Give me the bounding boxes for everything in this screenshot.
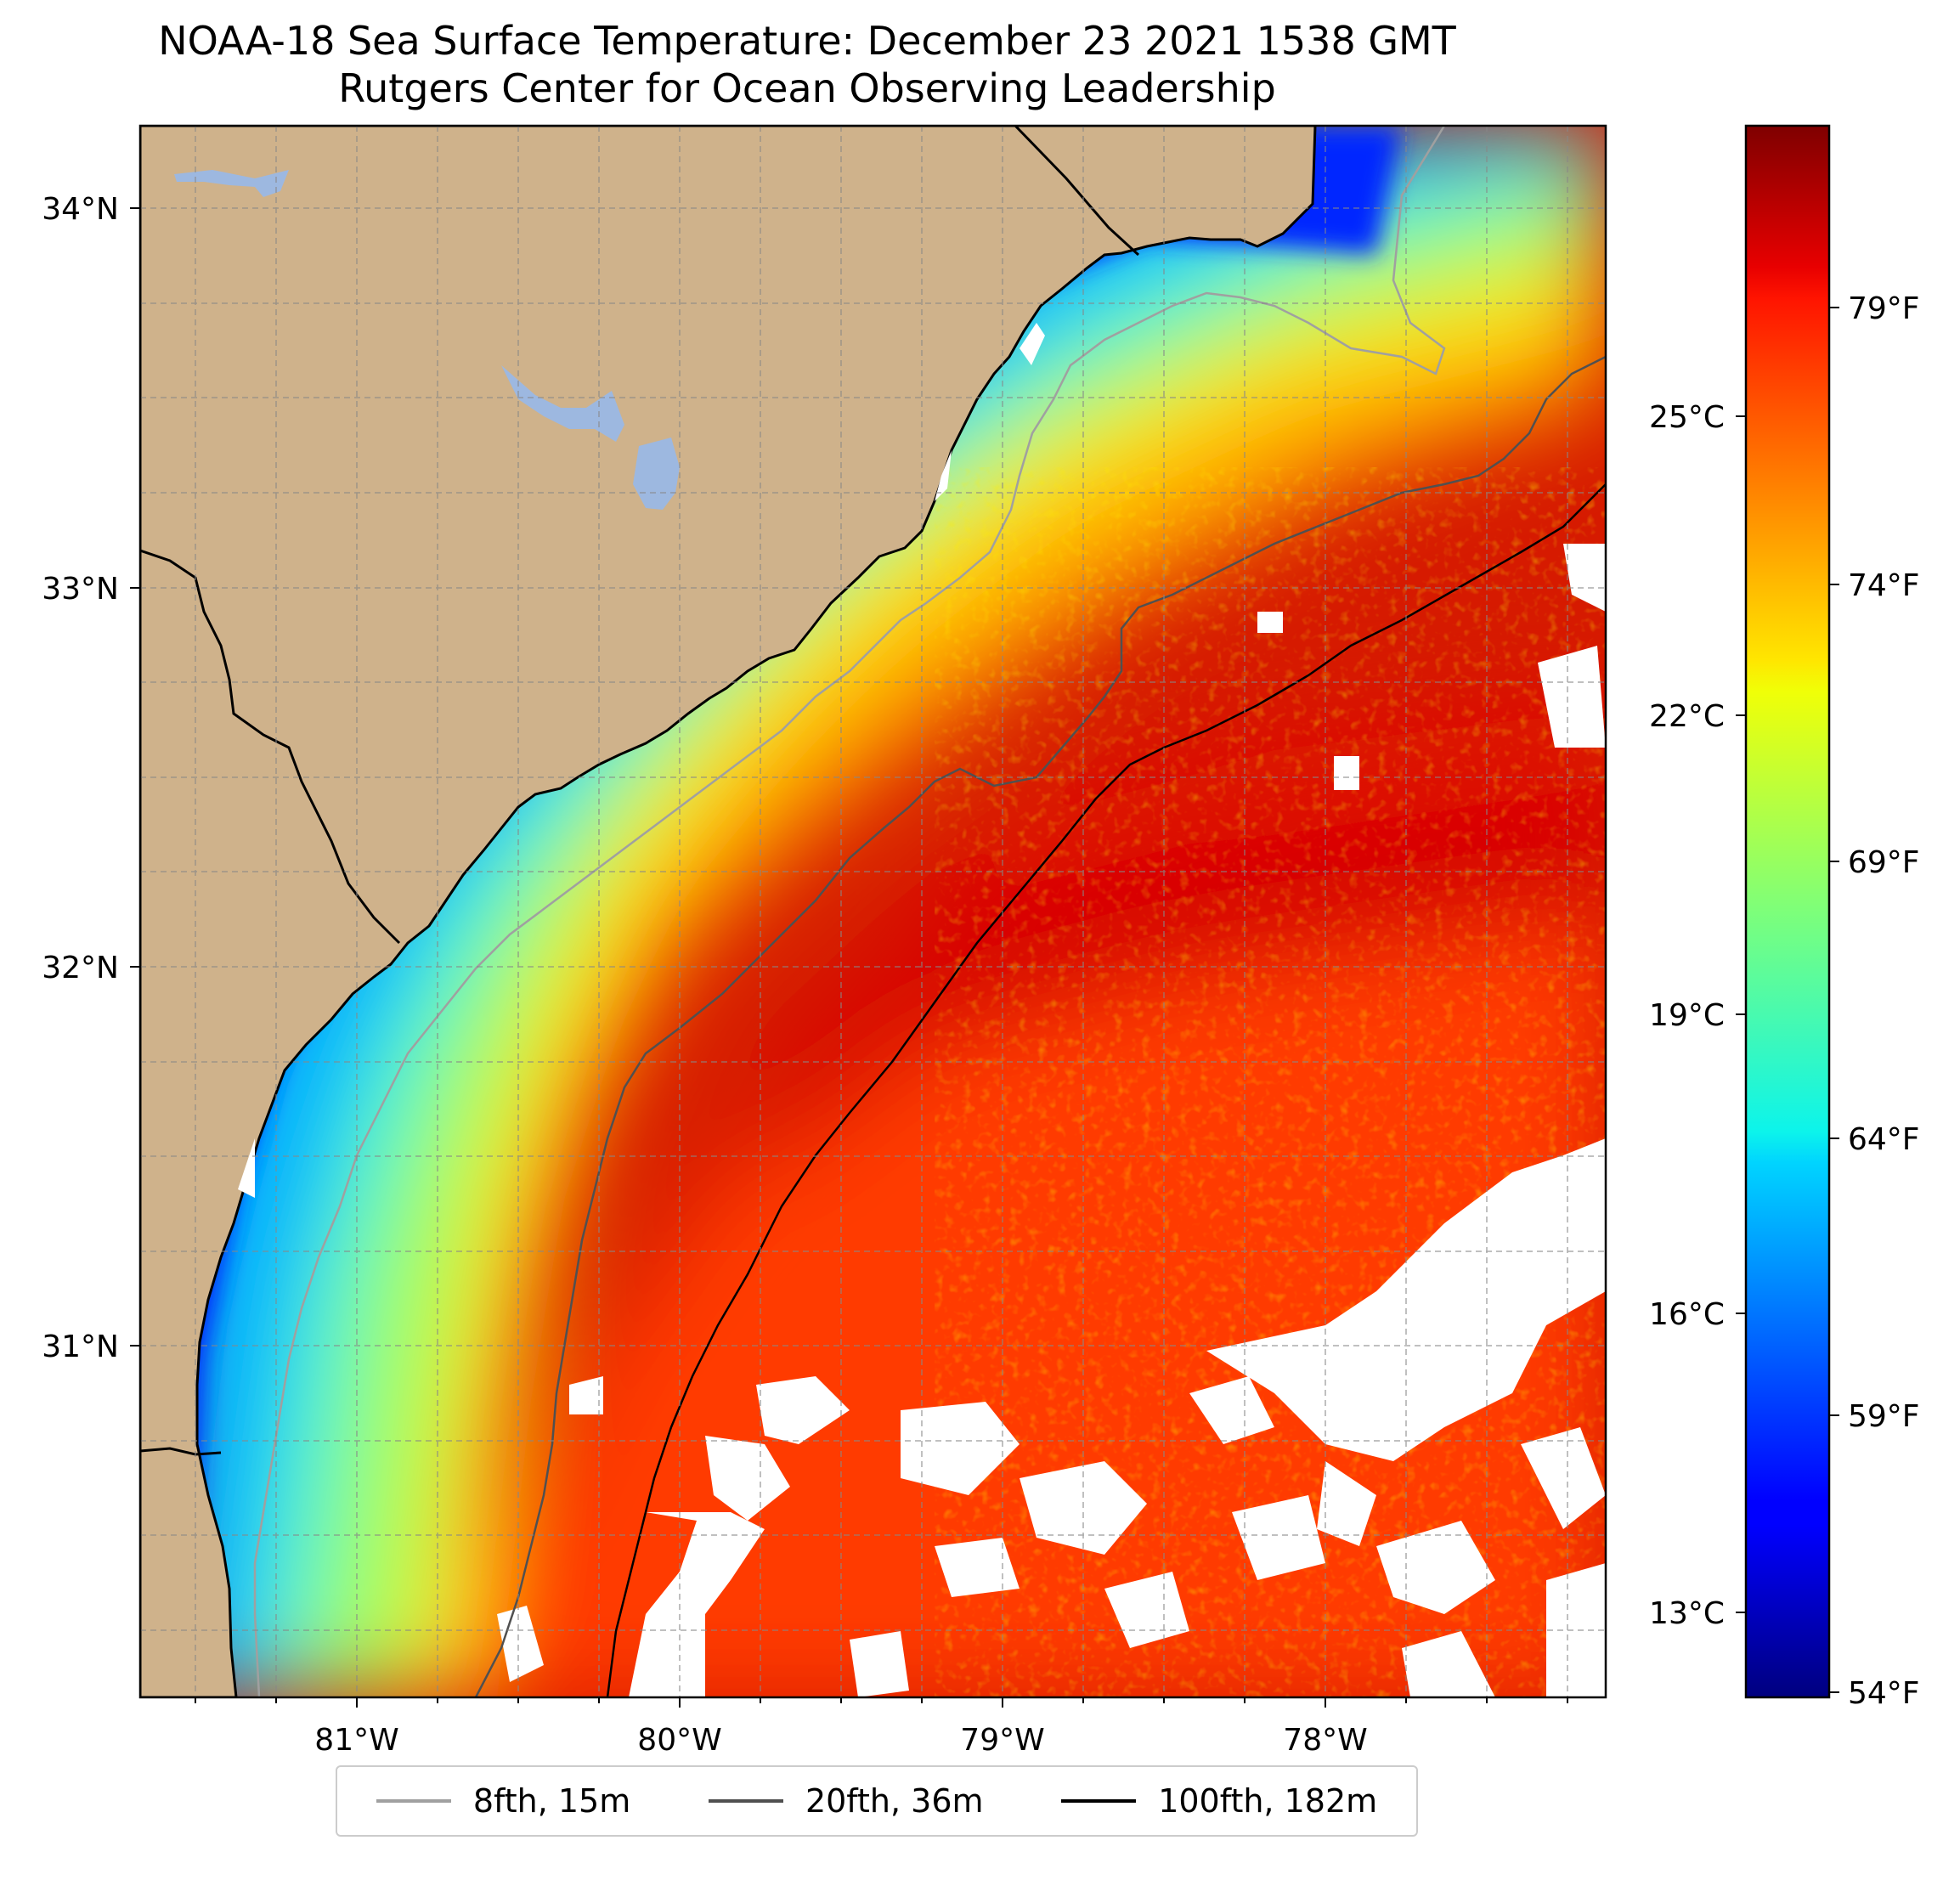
colorbar-label-79f: 79°F (1848, 291, 1920, 326)
colorbar-label-54f: 54°F (1848, 1676, 1920, 1711)
isobath-100fth (606, 483, 1606, 1697)
lon-label-78w: 78°W (1283, 1723, 1367, 1758)
map-frame (138, 124, 1607, 1699)
legend-label-100fth: 100fth, 182m (1158, 1782, 1378, 1820)
legend-item-100fth: 100fth, 182m (1061, 1782, 1377, 1820)
legend-item-20fth: 20fth, 36m (708, 1782, 984, 1820)
state-borders (140, 126, 1140, 1456)
lat-label-32n: 32°N (42, 951, 119, 985)
lon-label-80w: 80°W (637, 1723, 721, 1758)
colorbar-label-19c: 19°C (1649, 998, 1725, 1033)
map-title: NOAA-18 Sea Surface Temperature: Decembe… (158, 18, 1456, 64)
colorbar-label-69f: 69°F (1848, 845, 1920, 880)
colorbar-label-22c: 22°C (1649, 699, 1725, 734)
map-subtitle: Rutgers Center for Ocean Observing Leade… (338, 65, 1276, 111)
colorbar-label-74f: 74°F (1848, 568, 1920, 603)
colorbar-label-13c: 13°C (1649, 1596, 1725, 1631)
legend-label-8fth: 8fth, 15m (472, 1782, 631, 1820)
colorbar-label-25c: 25°C (1649, 400, 1725, 435)
colorbar-label-16c: 16°C (1649, 1297, 1725, 1332)
map-gridlines (140, 126, 1606, 1697)
axis-ticks (130, 207, 1568, 1708)
lat-label-34n: 34°N (42, 192, 119, 227)
legend-item-8fth: 8fth, 15m (376, 1782, 630, 1820)
colorbar-label-59f: 59°F (1848, 1399, 1920, 1434)
legend-swatch-20fth (708, 1799, 783, 1803)
isobath-20fth (474, 355, 1606, 1697)
isobath-8fth (253, 126, 1446, 1697)
legend-label-20fth: 20fth, 36m (805, 1782, 984, 1820)
map-plot-area (140, 126, 1606, 1697)
lat-label-33n: 33°N (42, 572, 119, 607)
lat-label-31n: 31°N (42, 1330, 119, 1364)
legend-swatch-8fth (376, 1799, 451, 1803)
colorbar-label-64f: 64°F (1848, 1122, 1920, 1157)
lon-label-81w: 81°W (314, 1723, 398, 1758)
isobath-legend: 8fth, 15m 20fth, 36m 100fth, 182m (336, 1765, 1418, 1837)
legend-swatch-100fth (1061, 1799, 1137, 1803)
lon-label-79w: 79°W (960, 1723, 1044, 1758)
colorbar (1744, 124, 1831, 1699)
lakes (174, 170, 680, 510)
land-mass (140, 126, 1317, 1697)
colorbar-ticks (1736, 307, 1839, 1693)
